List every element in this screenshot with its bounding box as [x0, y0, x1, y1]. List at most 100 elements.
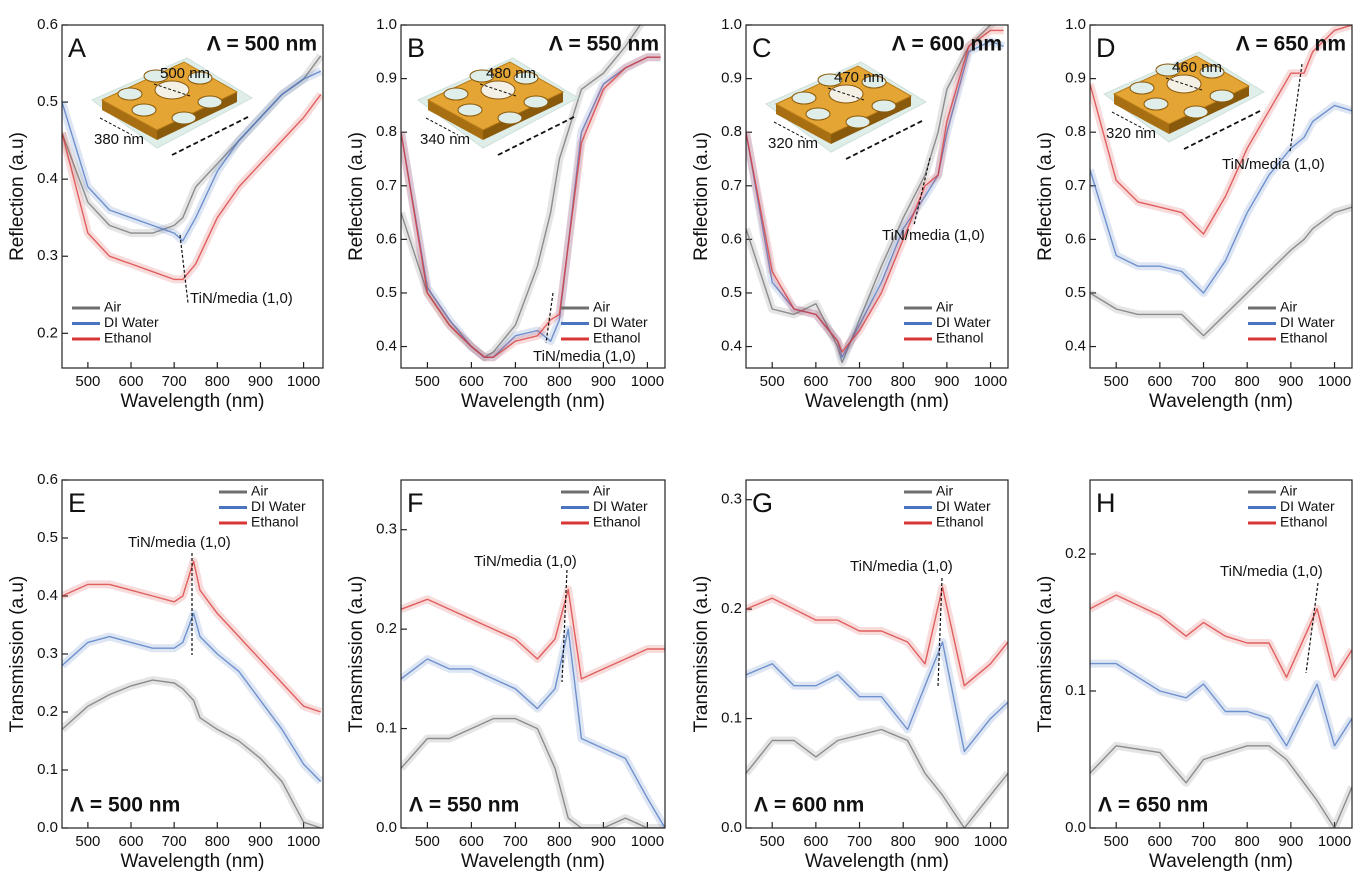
y-tick-label: 0.3 [721, 491, 742, 508]
y-tick-label: 1.0 [376, 16, 397, 33]
plot-frame [61, 24, 324, 369]
series-line [62, 679, 322, 828]
series-group [62, 53, 323, 284]
series-group [401, 585, 665, 828]
legend-label: Ethanol [936, 330, 983, 346]
x-axis-label: Wavelength (nm) [1149, 851, 1293, 872]
inset-hole [1209, 89, 1235, 103]
x-tick-label: 900 [1278, 833, 1303, 850]
inset-label: 480 nm [486, 65, 536, 82]
x-tick-label: 1000 [974, 833, 1007, 850]
y-tick-label: 0.6 [376, 230, 397, 247]
x-tick-label: 500 [75, 833, 100, 850]
inset-dim [171, 115, 251, 156]
series-line [401, 628, 665, 828]
inset-dim [1183, 109, 1263, 150]
inset-hole [845, 115, 871, 129]
panel: 500 600 700 800 900 1000 0.4 0.5 0.6 0.7 0.8 0.9 1.0… [346, 16, 666, 412]
y-tick-label: 0.2 [376, 620, 397, 637]
inset-hole [1183, 105, 1209, 119]
legend-label: Ethanol [1280, 514, 1327, 530]
mode-annotation: TiN/media (1,0) [474, 553, 577, 570]
panel: 500 600 700 800 900 1000 0.0 0.1 0.2 0.3 0.4 0.5 0.6… [7, 471, 324, 872]
y-tick-label: 0.2 [37, 703, 58, 720]
series-line [401, 56, 661, 358]
panel-letter: G [752, 488, 773, 518]
legend-label: Air [251, 483, 268, 499]
y-tick-label: 0.1 [721, 710, 742, 727]
inset-hole [861, 75, 887, 89]
legend-label: Air [1280, 483, 1297, 499]
x-tick-label: 600 [119, 373, 144, 390]
x-axis-label: Wavelength (nm) [121, 851, 265, 872]
series-group [1090, 591, 1352, 828]
inset-hole [1199, 65, 1225, 79]
y-tick-label: 0.0 [721, 819, 742, 836]
inset-hole [154, 80, 190, 100]
x-tick-label: 600 [119, 833, 144, 850]
x-tick-label: 900 [591, 833, 616, 850]
mode-guide [545, 292, 554, 344]
series-line [62, 612, 322, 783]
y-axis-label: Reflection (a.u) [346, 132, 367, 261]
x-tick-label: 700 [162, 833, 187, 850]
period-label: Λ = 550 nm [549, 33, 659, 56]
inset-hole [197, 95, 223, 109]
inset-hole [523, 95, 549, 109]
legend-label: Air [593, 299, 610, 315]
y-tick-label: 0.7 [1065, 177, 1086, 194]
x-tick-label: 1000 [287, 833, 320, 850]
x-tick-label: 900 [248, 373, 273, 390]
inset-hole [443, 87, 469, 101]
inset-hole [817, 73, 843, 87]
legend-label: Ethanol [936, 514, 983, 530]
x-tick-label: 1000 [631, 373, 664, 390]
x-tick-label: 700 [503, 373, 528, 390]
x-tick-label: 700 [847, 833, 872, 850]
x-tick-label: 900 [1278, 373, 1303, 390]
period-label: Λ = 650 nm [1236, 33, 1346, 56]
y-tick-label: 0.1 [37, 761, 58, 778]
x-tick-label: 900 [248, 833, 273, 850]
x-tick-label: 600 [1147, 833, 1172, 850]
y-tick-label: 0.8 [376, 123, 397, 140]
panel: 500 600 700 800 900 1000 0.4 0.5 0.6 0.7 0.8 0.9 1.0… [1035, 16, 1353, 412]
legend-label: Air [936, 483, 953, 499]
inset-hole [131, 103, 157, 117]
mode-guide [937, 577, 943, 687]
y-tick-label: 1.0 [721, 16, 742, 33]
y-tick-label: 0.7 [376, 177, 397, 194]
series-group [1090, 25, 1352, 340]
panel-letter: H [1096, 488, 1116, 518]
inset-hole [1129, 81, 1155, 95]
x-tick-label: 900 [934, 373, 959, 390]
legend-label: Air [593, 483, 610, 499]
inset-hole [513, 71, 539, 85]
x-tick-label: 1000 [1318, 373, 1351, 390]
inset-dim [425, 117, 459, 136]
y-tick-label: 0.9 [721, 70, 742, 87]
y-tick-label: 0.3 [376, 521, 397, 538]
x-tick-label: 1000 [1318, 833, 1351, 850]
series-line [746, 641, 1008, 753]
x-tick-label: 700 [503, 833, 528, 850]
x-tick-label: 900 [934, 833, 959, 850]
legend-label: Ethanol [1280, 330, 1327, 346]
inset-dim [1111, 111, 1145, 130]
x-axis-label: Wavelength (nm) [121, 391, 265, 412]
series-line [401, 717, 665, 828]
period-label: Λ = 500 nm [70, 794, 180, 817]
mode-guide [179, 234, 189, 304]
inset-hole [171, 111, 197, 125]
x-tick-label: 800 [891, 833, 916, 850]
y-tick-label: 0.6 [1065, 230, 1086, 247]
y-tick-label: 0.4 [1065, 338, 1086, 355]
y-tick-label: 0.0 [37, 819, 58, 836]
y-tick-label: 0.1 [1065, 682, 1086, 699]
y-tick-label: 0.4 [376, 338, 397, 355]
x-tick-label: 1000 [287, 373, 320, 390]
x-axis-label: Wavelength (nm) [805, 851, 949, 872]
x-tick-label: 800 [547, 833, 572, 850]
series-line [1090, 104, 1352, 294]
legend-label: Ethanol [251, 514, 298, 530]
